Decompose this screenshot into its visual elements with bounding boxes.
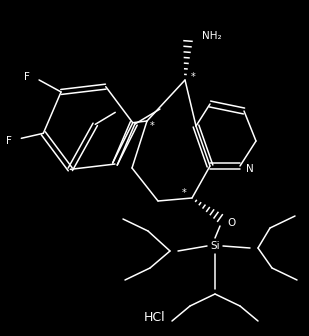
Text: NH₂: NH₂ (202, 31, 222, 41)
Text: *: * (191, 72, 195, 82)
Text: F: F (6, 136, 12, 146)
Text: F: F (24, 72, 30, 82)
Text: *: * (150, 121, 154, 131)
Text: O: O (228, 218, 236, 228)
Text: N: N (246, 164, 254, 174)
Text: *: * (182, 188, 186, 198)
Text: HCl: HCl (144, 311, 165, 324)
Text: Si: Si (210, 241, 220, 251)
